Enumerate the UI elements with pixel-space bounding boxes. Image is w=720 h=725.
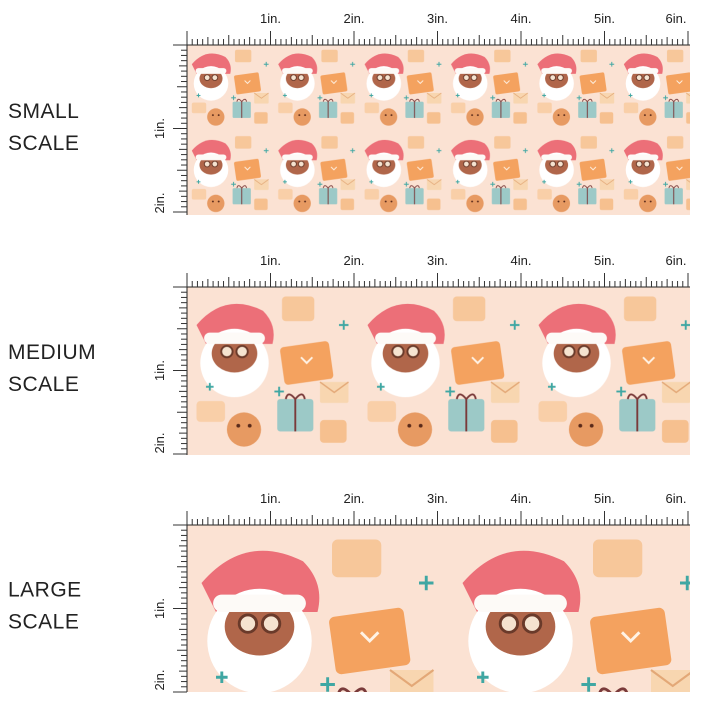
ruler-label: 5in. (594, 491, 615, 506)
ruler-label: 1in. (152, 598, 167, 619)
fabric-swatch (187, 287, 690, 455)
fabric-swatch (187, 45, 690, 215)
scale-label: SCALE (8, 611, 79, 634)
ruler-label: 5in. (594, 11, 615, 26)
ruler-label: 2in. (344, 253, 365, 268)
ruler-label: 1in. (260, 491, 281, 506)
scale-label: SMALL (8, 100, 79, 123)
ruler-label: 2in. (152, 193, 167, 214)
ruler-label: 5in. (594, 253, 615, 268)
scale-label: SCALE (8, 373, 79, 396)
ruler-label: 6in. (666, 253, 687, 268)
ruler-label: 2in. (344, 11, 365, 26)
ruler-label: 6in. (666, 491, 687, 506)
ruler-label: 6in. (666, 11, 687, 26)
ruler-label: 2in. (344, 491, 365, 506)
ruler-label: 1in. (152, 118, 167, 139)
ruler-label: 1in. (260, 253, 281, 268)
scale-panel: MEDIUM SCALE 1in. 2in. 3in. 4in. 5in. 6in. 1in. 2… (8, 253, 690, 455)
ruler-label: 1in. (260, 11, 281, 26)
ruler-label: 2in. (152, 433, 167, 454)
fabric-swatch (187, 525, 690, 692)
scale-panel: SMALL SCALE 1in. 2in. 3in. 4in. 5in. 6in. 1in. 2i… (8, 11, 690, 215)
scale-panel: LARGE SCALE 1in. 2in. 3in. 4in. 5in. 6in. 1in. 2i… (8, 491, 690, 693)
ruler-label: 3in. (427, 253, 448, 268)
scale-label: MEDIUM (8, 341, 96, 364)
ruler-label: 4in. (511, 491, 532, 506)
ruler-label: 4in. (511, 11, 532, 26)
ruler-label: 3in. (427, 491, 448, 506)
ruler-label: 3in. (427, 11, 448, 26)
scale-label: SCALE (8, 132, 79, 155)
scale-label: LARGE (8, 579, 82, 602)
ruler-label: 1in. (152, 360, 167, 381)
ruler-label: 2in. (152, 670, 167, 691)
ruler-label: 4in. (511, 253, 532, 268)
